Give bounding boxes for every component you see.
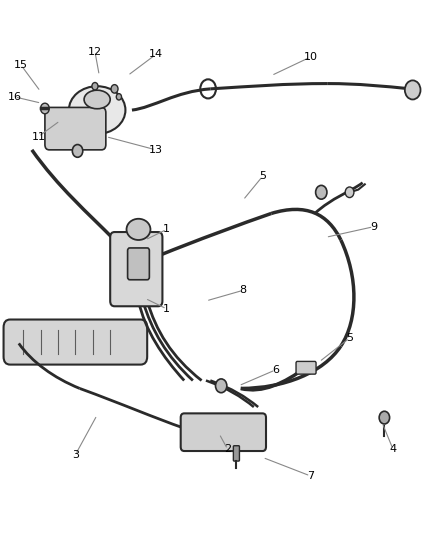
Text: 4: 4 bbox=[389, 445, 397, 455]
FancyBboxPatch shape bbox=[233, 446, 240, 461]
Text: 15: 15 bbox=[14, 60, 28, 70]
Text: 2: 2 bbox=[224, 445, 231, 455]
Circle shape bbox=[111, 85, 118, 93]
Text: 1: 1 bbox=[163, 304, 170, 314]
Circle shape bbox=[316, 185, 327, 199]
FancyBboxPatch shape bbox=[127, 248, 149, 280]
Text: 14: 14 bbox=[149, 50, 163, 59]
Circle shape bbox=[72, 144, 83, 157]
Text: 10: 10 bbox=[304, 52, 318, 62]
FancyBboxPatch shape bbox=[45, 108, 106, 150]
Circle shape bbox=[41, 103, 49, 114]
Text: 7: 7 bbox=[307, 471, 314, 481]
FancyBboxPatch shape bbox=[296, 361, 316, 374]
FancyBboxPatch shape bbox=[181, 414, 266, 451]
Circle shape bbox=[379, 411, 390, 424]
FancyBboxPatch shape bbox=[4, 319, 147, 365]
Text: 1: 1 bbox=[163, 224, 170, 235]
Ellipse shape bbox=[84, 90, 110, 109]
FancyBboxPatch shape bbox=[110, 232, 162, 306]
Text: 5: 5 bbox=[346, 333, 353, 343]
Text: 5: 5 bbox=[259, 172, 266, 181]
Text: 8: 8 bbox=[240, 285, 247, 295]
Circle shape bbox=[405, 80, 420, 100]
Text: 6: 6 bbox=[272, 365, 279, 375]
Circle shape bbox=[116, 94, 121, 100]
Ellipse shape bbox=[69, 86, 125, 134]
Text: 3: 3 bbox=[72, 450, 79, 460]
Text: 13: 13 bbox=[149, 145, 163, 155]
Circle shape bbox=[92, 83, 98, 90]
Text: 9: 9 bbox=[370, 222, 377, 232]
Text: 16: 16 bbox=[7, 92, 21, 102]
Circle shape bbox=[345, 187, 354, 198]
Text: 12: 12 bbox=[88, 47, 102, 56]
Text: 11: 11 bbox=[32, 132, 46, 142]
Ellipse shape bbox=[127, 219, 150, 240]
Circle shape bbox=[215, 379, 227, 393]
